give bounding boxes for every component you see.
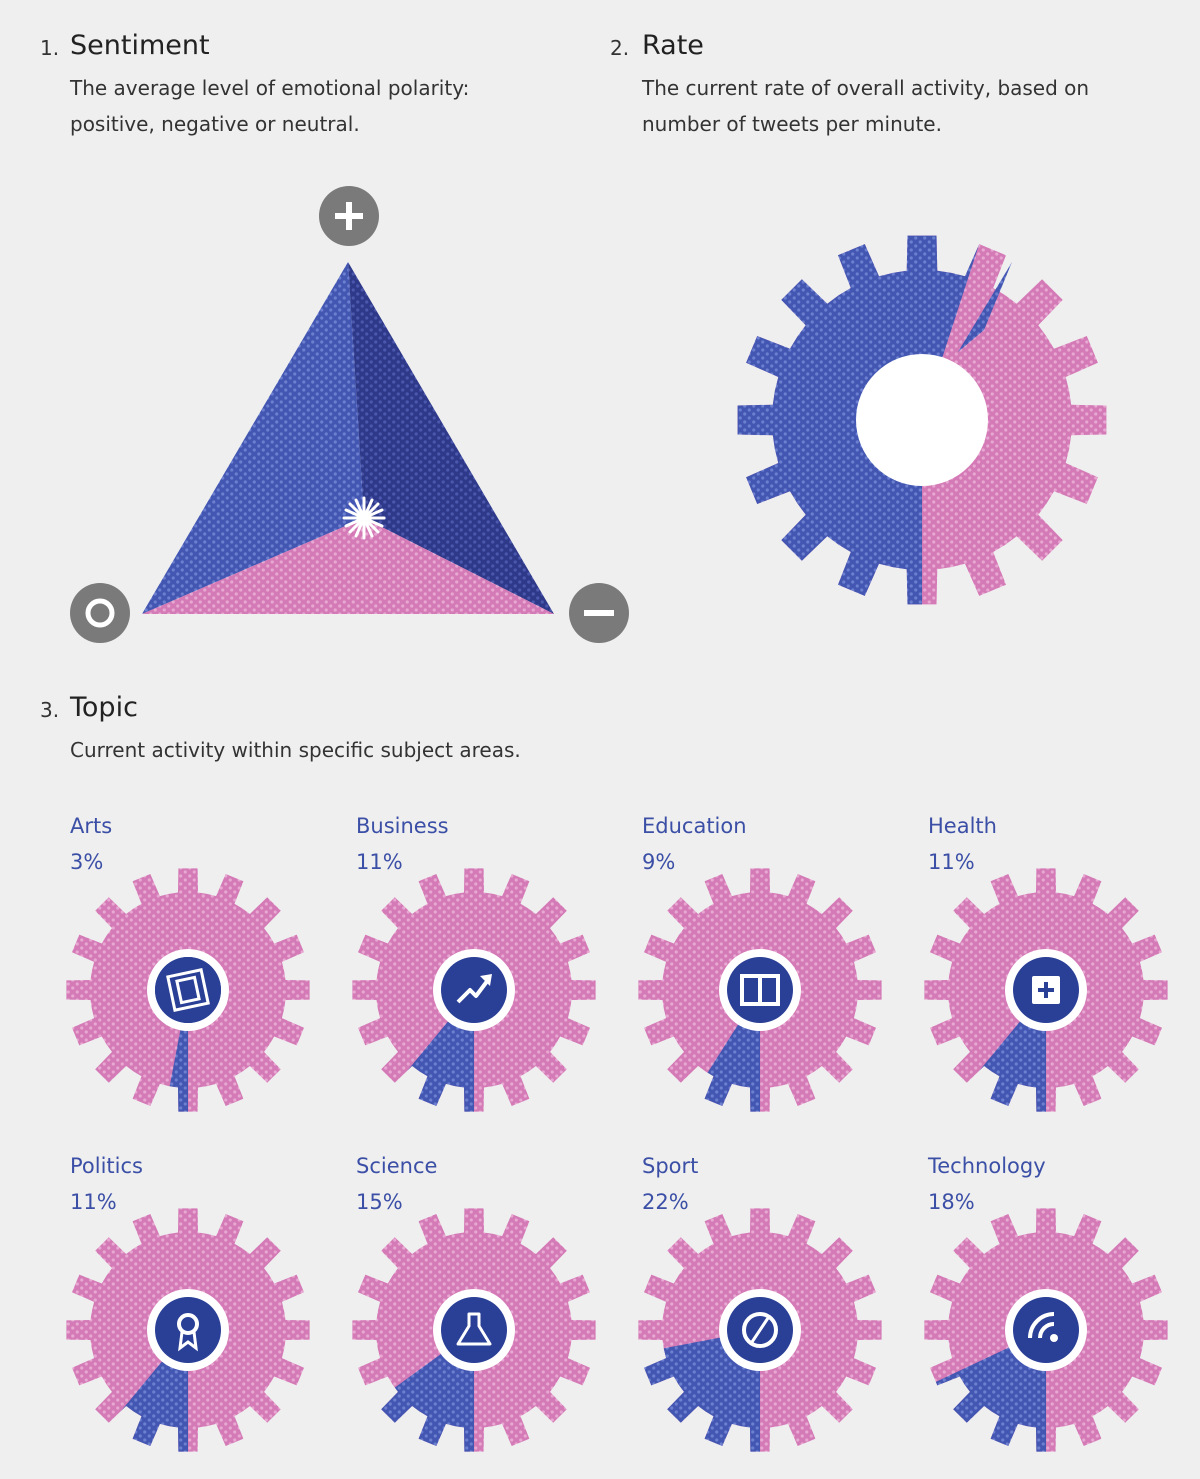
film-icon — [166, 968, 210, 1012]
rate-needle — [958, 262, 1012, 352]
plus-icon — [319, 186, 379, 246]
topic-gear-chart-technology — [924, 1208, 1168, 1452]
topic-label-science: Science — [356, 1154, 438, 1178]
rate-center-hole — [856, 354, 988, 486]
sentiment-region-negative — [348, 262, 554, 614]
topic-icon-disc — [441, 957, 507, 1023]
sentiment-region-neutral — [142, 518, 554, 614]
topic-percent-science: 15% — [356, 1190, 403, 1214]
topic-gear-chart-politics — [66, 1208, 310, 1452]
medical-plus-icon — [1032, 976, 1060, 1004]
topic-label-business: Business — [356, 814, 449, 838]
topic-gear-chart-education — [638, 868, 882, 1112]
section-description-line1: The current rate of overall activity, ba… — [642, 76, 1090, 100]
topic-sport-gear — [638, 1208, 882, 1452]
sentiment-marker-icon — [342, 496, 386, 540]
circle-icon — [70, 583, 130, 643]
section-description-line1: The average level of emotional polarity: — [70, 76, 470, 100]
topic-gear-chart-business — [352, 868, 596, 1112]
sentiment-triangle-chart — [70, 186, 629, 643]
sentiment-region-positive — [142, 262, 364, 614]
flask-icon — [456, 1312, 492, 1346]
topic-percent-education: 9% — [642, 850, 676, 874]
rate-gear-chart — [737, 235, 1107, 605]
section-description-line2: positive, negative or neutral. — [70, 112, 360, 136]
wifi-icon — [1028, 1312, 1058, 1342]
section-number: 2. — [610, 36, 630, 60]
topic-label-health: Health — [928, 814, 997, 838]
topic-label-politics: Politics — [70, 1154, 143, 1178]
ball-icon — [742, 1312, 778, 1348]
topic-percent-sport: 22% — [642, 1190, 689, 1214]
topic-gear-chart-sport — [638, 1208, 882, 1452]
topic-percent-health: 11% — [928, 850, 975, 874]
topic-icon-disc — [1013, 1297, 1079, 1363]
section-number: 3. — [40, 698, 60, 722]
topic-percent-technology: 18% — [928, 1190, 975, 1214]
topic-label-education: Education — [642, 814, 747, 838]
rosette-icon — [177, 1313, 199, 1352]
topic-label-arts: Arts — [70, 814, 113, 838]
section-title: Rate — [642, 30, 704, 61]
topic-percent-arts: 3% — [70, 850, 104, 874]
topic-icon-disc — [155, 1297, 221, 1363]
topic-percent-business: 11% — [356, 850, 403, 874]
topic-gear-chart-science — [352, 1208, 596, 1452]
minus-icon — [569, 583, 629, 643]
section-description-line1: Current activity within specific subject… — [70, 738, 521, 762]
topic-sport-blue-slice — [638, 1330, 760, 1452]
section-description-line2: number of tweets per minute. — [642, 112, 942, 136]
section-number: 1. — [40, 36, 60, 60]
section-title: Topic — [70, 692, 138, 723]
topic-percent-politics: 11% — [70, 1190, 117, 1214]
section-title: Sentiment — [70, 30, 210, 61]
topic-label-technology: Technology — [928, 1154, 1046, 1178]
trend-arrow-icon — [456, 974, 492, 1004]
topic-label-sport: Sport — [642, 1154, 699, 1178]
topic-gear-chart-health — [924, 868, 1168, 1112]
topic-gear-chart-arts — [66, 868, 310, 1112]
book-icon — [740, 974, 780, 1006]
topic-icon-disc — [441, 1297, 507, 1363]
